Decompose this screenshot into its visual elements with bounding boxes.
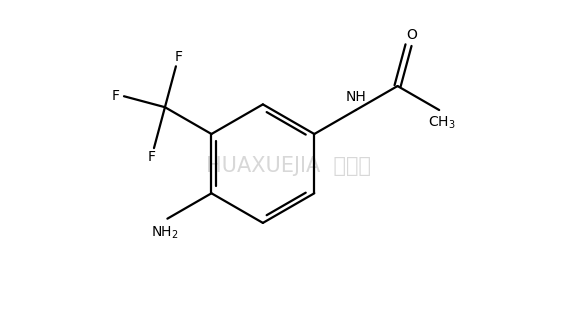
Text: F: F: [147, 150, 155, 164]
Text: HUAXUEJIA  化学加: HUAXUEJIA 化学加: [206, 156, 371, 176]
Text: F: F: [111, 89, 119, 103]
Text: O: O: [406, 28, 417, 42]
Text: F: F: [175, 50, 183, 64]
Text: NH$_2$: NH$_2$: [151, 224, 178, 241]
Text: CH$_3$: CH$_3$: [428, 114, 456, 131]
Text: NH: NH: [345, 90, 367, 104]
